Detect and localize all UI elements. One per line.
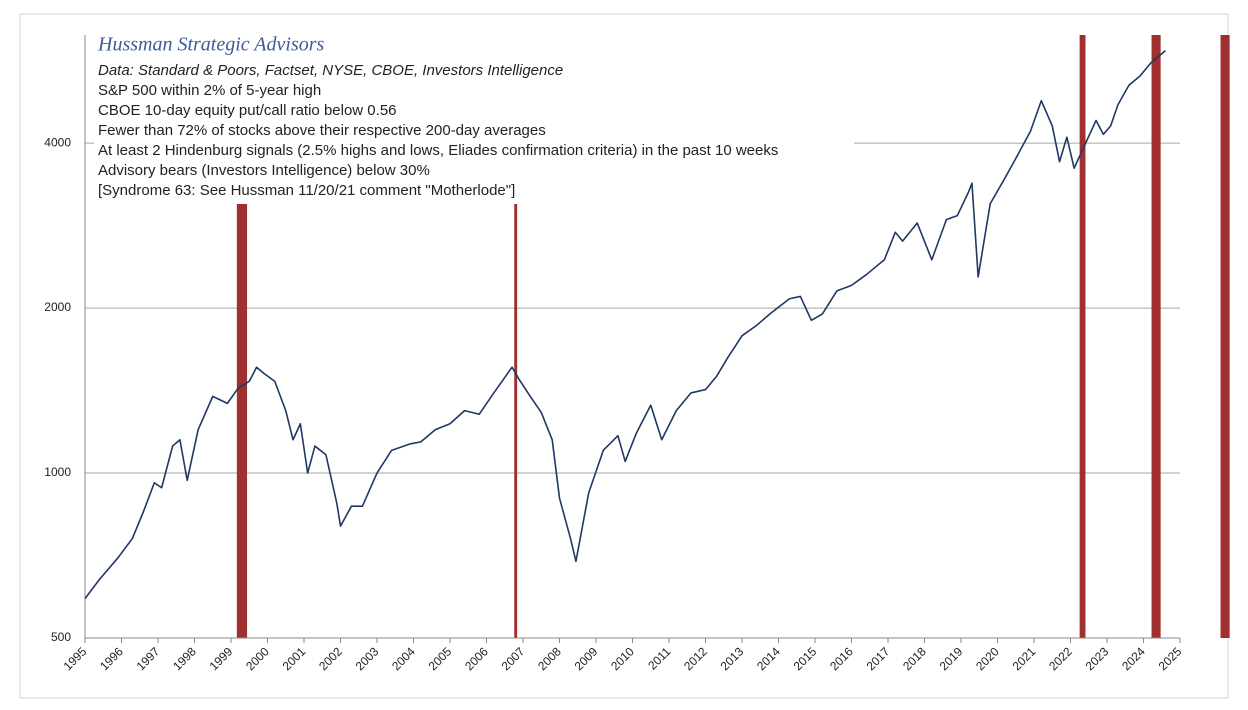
note-line: CBOE 10-day equity put/call ratio below … [98,102,397,119]
y-tick-label: 500 [51,630,71,644]
chart-title: Hussman Strategic Advisors [97,34,325,56]
signal-band [514,35,518,638]
signal-band [1079,35,1086,638]
y-tick-label: 1000 [44,465,71,479]
note-line: S&P 500 within 2% of 5-year high [98,82,321,99]
y-tick-label: 2000 [44,300,71,314]
note-line: Advisory bears (Investors Intelligence) … [98,162,430,179]
chart-subtitle: Data: Standard & Poors, Factset, NYSE, C… [98,62,563,79]
y-tick-label: 4000 [44,135,71,149]
note-line: [Syndrome 63: See Hussman 11/20/21 comme… [98,182,515,199]
signal-band [236,35,248,638]
text-backdrop [94,34,854,204]
note-line: Fewer than 72% of stocks above their res… [98,122,546,139]
notes: S&P 500 within 2% of 5-year high CBOE 10-… [98,82,778,199]
signal-band [1220,35,1230,638]
note-line: At least 2 Hindenburg signals (2.5% high… [98,142,778,159]
signal-band [1151,35,1161,638]
series-line [84,50,1166,600]
